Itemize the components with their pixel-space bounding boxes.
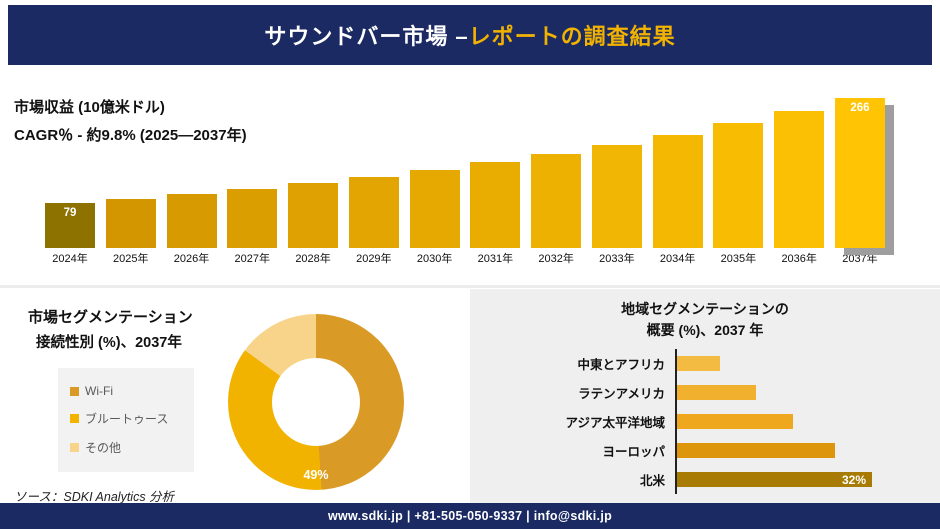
- region-bar: 32%: [677, 472, 872, 487]
- page-title-main: サウンドバー市場 –: [264, 24, 469, 49]
- wifi-swatch-icon: [70, 386, 79, 396]
- revenue-bar: [713, 123, 764, 248]
- revenue-bar-column: 2031年: [465, 98, 525, 270]
- region-bar-area: [675, 407, 940, 436]
- footer-banner: www.sdki.jp | +81-505-050-9337 | info@sd…: [0, 503, 940, 529]
- source-note: ソース：SDKI Analytics 分析: [14, 490, 175, 504]
- revenue-bar-column: 2033年: [587, 98, 647, 270]
- revenue-bar: 266: [834, 98, 885, 248]
- region-row: アジア太平洋地域: [470, 407, 940, 436]
- x-axis-label: 2037年: [842, 253, 878, 265]
- x-axis-label: 2035年: [720, 253, 757, 265]
- x-axis-label: 2026年: [173, 253, 210, 265]
- region-row: ヨーロッパ: [470, 436, 940, 465]
- bar-value-label: 79: [63, 207, 77, 219]
- legend-item-bluetooth: ブルートゥース: [70, 410, 182, 427]
- region-label: アジア太平洋地域: [565, 416, 665, 430]
- revenue-chart-title: 市場収益 (10億米ドル): [14, 99, 165, 116]
- legend-item-wifi: Wi-Fi: [70, 384, 182, 398]
- bar-value-label: 266: [850, 102, 870, 114]
- revenue-bar-column: 2027年: [222, 98, 282, 270]
- donut-hole: [272, 358, 360, 446]
- revenue-bar-column: 79 2024年: [40, 98, 100, 270]
- revenue-bar: [409, 170, 460, 248]
- revenue-bar-column: 2034年: [648, 98, 708, 270]
- region-label: 北米: [639, 474, 665, 488]
- regional-chart-title: 地域セグメンテーションの 概要 (%)、2037 年: [470, 289, 940, 341]
- revenue-bar: [288, 183, 339, 248]
- x-axis-label: 2029年: [356, 253, 392, 265]
- revenue-bar-column: 2025年: [101, 98, 161, 270]
- region-row: 中東とアフリカ: [470, 349, 940, 378]
- revenue-bar: [166, 194, 217, 248]
- other-swatch-icon: [70, 443, 79, 452]
- regional-bar-chart-panel: 地域セグメンテーションの 概要 (%)、2037 年 中東とアフリカ ラテンアメリ…: [470, 289, 940, 503]
- connectivity-title-line2: 接続性別 (%)、2037年: [36, 335, 182, 351]
- revenue-bar: [652, 135, 703, 248]
- x-axis-label: 2031年: [477, 253, 514, 265]
- revenue-bar-chart: 79 2024年 2025年 2026年 2027年 2028年 2029年 2030年 203…: [40, 98, 890, 270]
- revenue-bar-column: 2028年: [283, 98, 343, 270]
- revenue-bar: 79: [45, 203, 95, 248]
- x-axis-label: 2036年: [781, 253, 817, 265]
- x-axis-label: 2024年: [52, 253, 88, 265]
- revenue-bar-column: 2030年: [405, 98, 465, 270]
- region-bar-area: [675, 349, 940, 378]
- section-divider: [0, 285, 940, 288]
- x-axis-label: 2032年: [538, 253, 574, 265]
- legend-label: Wi-Fi: [85, 384, 113, 398]
- region-bar: [677, 385, 756, 400]
- legend-label: ブルートゥース: [85, 412, 169, 426]
- x-axis-label: 2034年: [659, 253, 696, 265]
- region-bar: [677, 443, 835, 458]
- revenue-bar: [470, 162, 521, 248]
- x-axis-label: 2027年: [234, 253, 271, 265]
- region-row: 北米 32%: [470, 465, 940, 494]
- header-banner: サウンドバー市場 – レポートの調査結果: [8, 5, 932, 65]
- donut-percentage-label: 49%: [303, 468, 329, 482]
- region-bar-area: [675, 378, 940, 407]
- connectivity-title-line1: 市場セグメンテーション: [28, 309, 193, 326]
- region-label: ヨーロッパ: [602, 445, 665, 459]
- footer-contact-text: www.sdki.jp | +81-505-050-9337 | info@sd…: [327, 509, 613, 523]
- revenue-cagr-label: CAGR％ - 約9.8% (2025―2037年): [14, 127, 247, 144]
- revenue-bar: [531, 154, 582, 248]
- revenue-bar-column: 2026年: [162, 98, 222, 270]
- region-row: ラテンアメリカ: [470, 378, 940, 407]
- regional-title-line2: 概要 (%)、2037 年: [646, 322, 764, 338]
- bluetooth-swatch-icon: [70, 414, 79, 423]
- revenue-bar-column: 2035年: [708, 98, 768, 270]
- x-axis-label: 2025年: [113, 253, 149, 265]
- revenue-bar-column: 2036年: [769, 98, 829, 270]
- region-label: 中東とアフリカ: [577, 358, 665, 372]
- revenue-bar: [591, 145, 642, 248]
- x-axis-label: 2028年: [295, 253, 331, 265]
- revenue-bar-column: 266 2037年: [830, 98, 890, 270]
- region-bar: [677, 356, 720, 371]
- revenue-bar: [227, 189, 278, 248]
- regional-bars: 中東とアフリカ ラテンアメリカアジア太平洋地域ヨーロッパ北米 32%: [470, 349, 940, 494]
- region-bar-area: 32%: [675, 465, 940, 494]
- regional-title-line1: 地域セグメンテーションの: [621, 301, 789, 317]
- region-value-label: 32%: [841, 472, 866, 487]
- revenue-bar-column: 2032年: [526, 98, 586, 270]
- legend-label: その他: [85, 441, 122, 455]
- x-axis-label: 2030年: [416, 253, 453, 265]
- region-bar: [677, 414, 793, 429]
- connectivity-donut-chart: 49%: [228, 314, 404, 490]
- region-label: ラテンアメリカ: [578, 387, 665, 401]
- connectivity-legend: Wi-Fi ブルートゥース その他: [58, 368, 194, 472]
- page-title-accent: レポートの調査結果: [468, 24, 676, 49]
- region-bar-area: [675, 436, 940, 465]
- revenue-bar: [774, 111, 825, 248]
- x-axis-label: 2033年: [599, 253, 635, 265]
- revenue-bar: [348, 177, 399, 248]
- revenue-bar: [105, 199, 156, 248]
- legend-item-other: その他: [70, 439, 182, 456]
- revenue-bar-column: 2029年: [344, 98, 404, 270]
